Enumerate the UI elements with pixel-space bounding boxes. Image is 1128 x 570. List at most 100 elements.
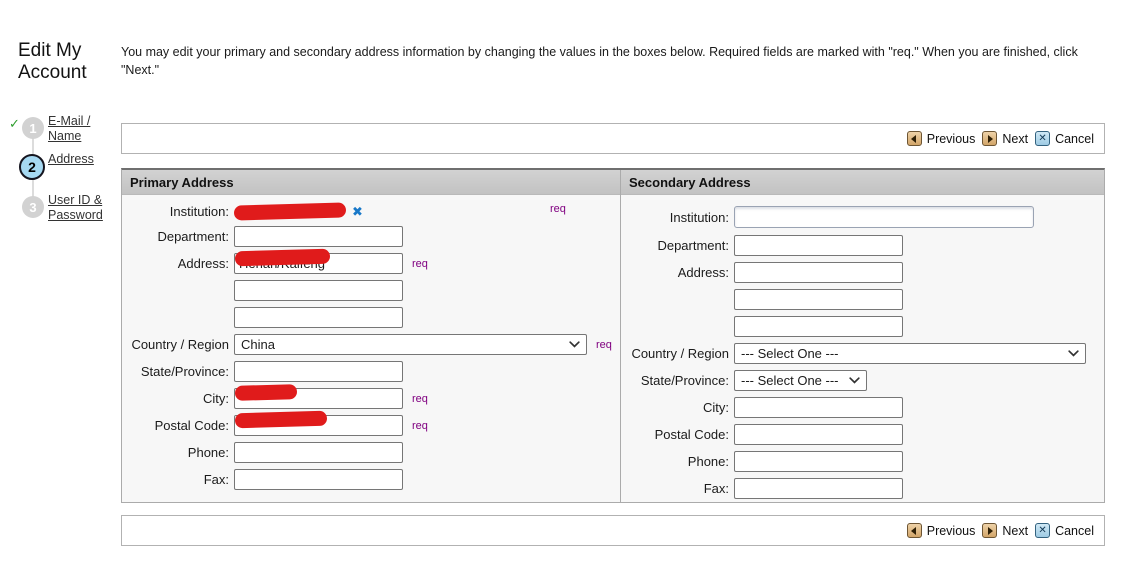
secondary-department-row: Department: [621,235,1104,256]
postal-code-label: Postal Code: [154,418,229,433]
primary-department-input[interactable] [234,226,403,247]
next-button[interactable]: Next [982,131,1028,146]
cancel-button[interactable]: ✕ Cancel [1035,523,1094,538]
secondary-institution-input[interactable] [734,206,1034,228]
secondary-state-select[interactable]: --- Select One --- [734,370,867,391]
primary-fax-row: Fax: [122,469,620,490]
redaction-scribble-city [234,384,298,401]
primary-city-row: City: req [122,384,620,409]
address-form-panel: Primary Address Institution: ✖ req Depar… [121,168,1105,503]
step-link-email-name[interactable]: E-Mail / Name [48,114,91,143]
secondary-address-line2-input[interactable] [734,289,903,310]
cancel-x-icon: ✕ [1035,131,1051,146]
secondary-state-row: State/Province: --- Select One --- [621,370,1104,391]
primary-country-select[interactable]: China [234,334,587,355]
required-marker: req [596,338,612,351]
secondary-address-line1-input[interactable] [734,262,903,283]
country-region-label: Country / Region [131,337,229,352]
previous-label: Previous [926,523,976,538]
primary-address-line3-input[interactable] [234,307,403,328]
primary-phone-row: Phone: [122,442,620,463]
previous-button[interactable]: Previous [906,131,975,146]
check-icon: ✓ [9,116,20,131]
step-2-circle-current: 2 [19,154,45,180]
fax-label: Fax: [703,481,729,496]
secondary-country-select[interactable]: --- Select One --- [734,343,1086,364]
primary-department-row: Department: [122,226,620,247]
required-marker: req [412,419,428,432]
secondary-phone-row: Phone: [621,451,1104,472]
fax-label: Fax: [203,472,229,487]
secondary-address-header: Secondary Address [621,170,1104,195]
secondary-address2-row [621,289,1104,310]
primary-country-row: Country / Region China req [122,334,620,355]
required-marker: req [550,203,566,215]
cancel-button[interactable]: ✕ Cancel [1035,131,1094,146]
secondary-country-row: Country / Region --- Select One --- [621,343,1104,364]
secondary-institution-row: Institution: [621,206,1104,228]
secondary-address1-row: Address: [621,262,1104,283]
postal-code-label: Postal Code: [654,427,729,442]
previous-arrow-icon [906,523,922,538]
clear-institution-icon[interactable]: ✖ [352,203,363,219]
primary-country-value: China [241,337,275,352]
top-toolbar: Previous Next ✕ Cancel [121,123,1105,154]
secondary-city-row: City: [621,397,1104,418]
address-label: Address: [177,256,229,271]
secondary-phone-input[interactable] [734,451,903,472]
secondary-address-section: Secondary Address Institution: Departmen… [621,170,1104,502]
secondary-city-input[interactable] [734,397,903,418]
cancel-label: Cancel [1055,131,1094,146]
cancel-x-icon: ✕ [1035,523,1051,538]
secondary-country-value: --- Select One --- [741,346,839,361]
secondary-postal-row: Postal Code: [621,424,1104,445]
secondary-address-line3-input[interactable] [734,316,903,337]
previous-button[interactable]: Previous [906,523,976,538]
primary-address-header: Primary Address [122,170,620,195]
primary-fax-input[interactable] [234,469,403,490]
secondary-address3-row [621,316,1104,337]
chevron-down-icon [1068,350,1079,357]
chevron-down-icon [569,341,580,348]
primary-address2-row [122,280,620,301]
next-arrow-icon [982,523,998,538]
primary-address-section: Primary Address Institution: ✖ req Depar… [122,170,621,502]
secondary-state-value: --- Select One --- [741,373,839,388]
next-label: Next [1002,523,1029,538]
secondary-fax-input[interactable] [734,478,903,499]
step-1-circle: 1 [22,117,44,139]
department-label: Department: [157,229,229,244]
cancel-label: Cancel [1055,523,1094,538]
state-province-label: State/Province: [140,364,229,379]
department-label: Department: [657,238,729,253]
primary-state-input[interactable] [234,361,403,382]
redaction-scribble-institution [233,202,347,221]
step-3-circle: 3 [22,196,44,218]
next-arrow-icon [982,131,998,146]
next-button[interactable]: Next [982,523,1028,538]
primary-postal-row: Postal Code: req [122,410,620,436]
primary-address1-row: Address: req [122,248,620,274]
required-marker: req [412,392,428,405]
city-label: City: [203,391,229,406]
primary-state-row: State/Province: [122,361,620,382]
phone-label: Phone: [687,454,729,469]
phone-label: Phone: [187,445,229,460]
chevron-down-icon [849,377,860,384]
bottom-toolbar: Previous Next ✕ Cancel [121,515,1105,546]
secondary-fax-row: Fax: [621,478,1104,499]
secondary-postal-input[interactable] [734,424,903,445]
address-label: Address: [677,265,729,280]
next-label: Next [1002,131,1029,146]
step-link-address[interactable]: Address [48,152,94,166]
redaction-scribble-postal [234,410,328,429]
step-link-userid-password[interactable]: User ID & Password [48,193,103,222]
institution-label: Institution: [169,203,229,219]
secondary-department-input[interactable] [734,235,903,256]
redaction-scribble-address [234,248,331,267]
page-title: Edit My Account [18,40,87,83]
primary-address-line2-input[interactable] [234,280,403,301]
primary-phone-input[interactable] [234,442,403,463]
country-region-label: Country / Region [631,346,729,361]
